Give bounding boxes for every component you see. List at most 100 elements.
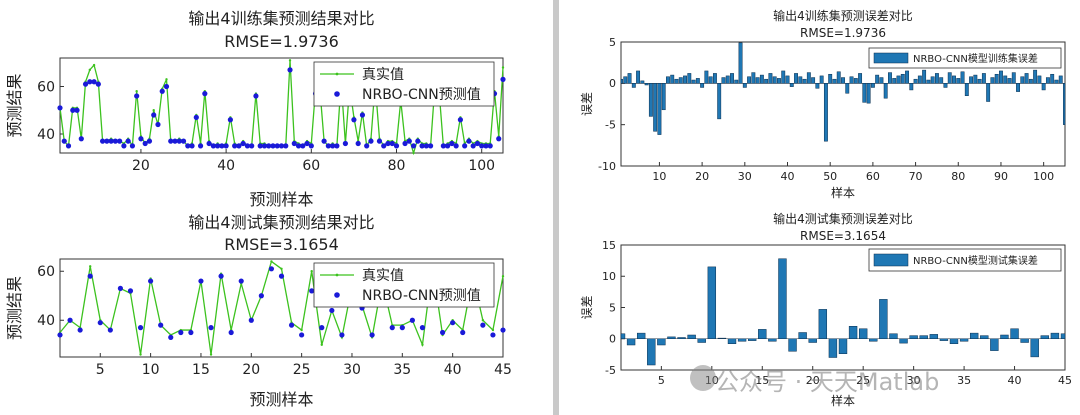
predicted-point [339,332,345,338]
error-bar [811,77,816,84]
predicted-point [159,88,165,94]
y-tick-label: 15 [602,239,616,252]
error-bar [798,76,803,84]
error-bar [939,338,949,341]
error-bar [956,78,961,84]
predicted-point [67,317,73,323]
error-bar [964,83,969,96]
x-tick-label: 40 [217,158,235,174]
true-value-point [135,90,138,93]
predicted-point [381,143,387,149]
x-tick-label: 45 [1058,374,1072,387]
error-bar [990,338,999,351]
error-bar [870,83,875,88]
x-tick-label: 15 [755,374,769,387]
true-value-point [288,59,292,62]
error-bar [764,78,769,84]
predicted-point [419,325,426,331]
y-tick-label: -5 [605,119,616,132]
true-value-point [165,78,168,81]
predicted-point [74,107,80,113]
y-tick-label: -5 [605,364,616,377]
x-tick-label: 35 [393,362,411,378]
y-axis-label: 预测结果 [5,276,24,340]
x-tick-label: 60 [302,158,320,174]
predicted-point [278,273,285,279]
error-bar [926,79,931,84]
error-bar [1028,78,1033,84]
error-bar [832,78,837,84]
predicted-point [168,334,174,340]
predicted-point [399,325,405,331]
predicted-point [334,143,340,149]
right-panel: 输出4训练集预测误差对比 RMSE=1.9736 10 20 30 40 50 60 70 80 9… [559,0,1080,415]
predicted-point [57,332,63,338]
error-bar [667,336,676,339]
error-bar [934,73,939,84]
predicted-point [257,143,263,149]
panel-divider [553,0,559,415]
error-bar [695,78,700,84]
error-bar [1054,79,1059,84]
legend-label: NRBO-CNN预测值 [362,288,481,304]
true-value-point [491,328,495,332]
legend-box [313,262,495,308]
predicted-point [462,143,468,149]
legend-label: NRBO-CNN模型测试集误差 [913,254,1038,267]
predicted-point [57,105,63,111]
error-bar [892,78,897,84]
error-bar [1040,335,1050,339]
error-bar [922,69,927,84]
predicted-point [402,140,408,147]
chart-title: 输出4训练集预测结果对比 [188,9,374,28]
error-bar [977,78,982,84]
predicted-point [500,76,506,82]
error-bar [999,70,1003,84]
legend-box [868,47,1062,69]
error-bar [707,266,717,339]
predicted-point [440,143,446,149]
error-bar [959,338,969,342]
test-error-chart: 输出4测试集预测误差对比 RMSE=3.1654 5 10 15 20 25 30 35 40 45… [580,211,1072,408]
error-bar [960,71,965,84]
error-bar [808,338,817,343]
predicted-point [304,140,310,147]
error-bar [755,77,760,84]
chart-title: 输出4训练集预测误差对比 [773,8,913,23]
error-bar [862,83,867,103]
predicted-point [87,79,93,85]
error-bar [678,77,683,84]
predicted-point [325,143,331,149]
error-bar [838,338,848,354]
predicted-point [227,117,233,123]
x-tick-label: 10 [142,362,160,378]
chart-subtitle: RMSE=3.1654 [800,229,886,243]
predicted-point [496,136,502,142]
error-bar [708,76,713,84]
true-value-point [270,260,273,263]
error-bar [875,74,880,84]
error-bar [980,335,989,339]
error-bar [785,75,790,84]
predicted-point [97,320,103,326]
error-bar [640,80,645,84]
predicted-point [423,143,429,149]
predicted-point [321,138,327,144]
x-tick-label: 20 [806,374,820,387]
error-bar [853,78,858,84]
true-value-point [320,343,323,346]
error-bar [1003,75,1008,84]
predicted-point [295,143,302,149]
predicted-point [470,143,476,149]
error-bar [943,83,948,88]
error-bar [697,338,706,343]
predicted-point [125,138,131,144]
error-bar [819,75,824,84]
predicted-point [87,273,93,279]
wechat-icon [690,365,716,391]
y-tick-label: 10 [602,270,616,283]
predicted-point [351,117,357,123]
predicted-point [138,136,144,142]
predicted-point [219,143,225,149]
error-bar [913,78,918,84]
